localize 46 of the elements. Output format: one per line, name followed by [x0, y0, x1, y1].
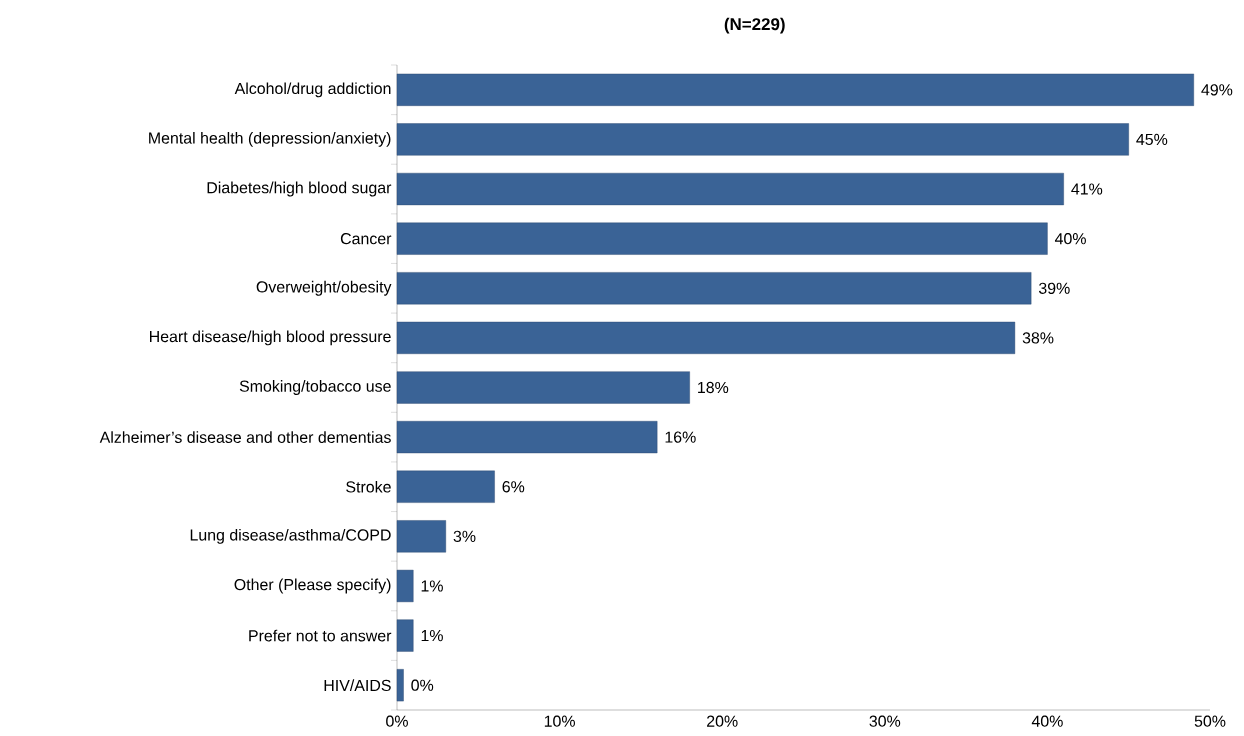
- y-tick-label: Other (Please specify): [234, 578, 391, 594]
- bar: [396, 172, 1064, 206]
- y-tick-label: Mental health (depression/anxiety): [149, 132, 391, 147]
- data-label: 49%: [1201, 84, 1233, 96]
- y-tick-label: Alzheimer’s disease and other dementias: [99, 431, 391, 443]
- y-tick-label: Alcohol/drug addiction: [234, 82, 391, 98]
- x-tick-label: 10%: [544, 715, 575, 727]
- y-tick-label: Diabetes/high blood sugar: [207, 181, 392, 197]
- data-label: 18%: [698, 381, 729, 394]
- data-label: 41%: [1071, 183, 1103, 195]
- data-label: 6%: [502, 481, 525, 493]
- data-label: 16%: [665, 431, 696, 443]
- bar: [396, 371, 690, 404]
- data-label: 1%: [421, 580, 443, 592]
- y-tick-label: Stroke: [346, 480, 391, 493]
- x-tick-label: 20%: [707, 715, 738, 727]
- bar: [396, 470, 495, 503]
- data-label: 40%: [1054, 233, 1086, 245]
- bar: [396, 123, 1129, 156]
- bar: [396, 73, 1194, 106]
- y-tick-label: Heart disease/high blood pressure: [150, 330, 391, 346]
- data-label: 38%: [1022, 332, 1054, 344]
- bar: [396, 421, 658, 454]
- x-tick-label: 50%: [1194, 715, 1226, 727]
- bar: [396, 569, 414, 603]
- data-label: 0%: [411, 679, 434, 691]
- bar: [396, 619, 414, 652]
- y-tick-label: Lung disease/asthma/COPD: [190, 528, 391, 544]
- bar: [396, 222, 1048, 255]
- data-label: 39%: [1038, 282, 1070, 294]
- data-label: 1%: [421, 630, 443, 642]
- x-tick-label: 40%: [1031, 715, 1063, 727]
- y-tick-label: HIV/AIDS: [324, 679, 391, 692]
- chart-title: (N=229): [724, 17, 785, 34]
- data-label: 3%: [453, 530, 476, 542]
- bar: [396, 321, 1016, 354]
- y-tick-label: Smoking/tobacco use: [239, 380, 391, 395]
- bar: [396, 669, 404, 702]
- x-tick-label: 30%: [869, 715, 901, 727]
- y-tick-label: Prefer not to answer: [249, 629, 392, 642]
- data-label: 45%: [1136, 133, 1168, 146]
- x-tick-label: 0%: [386, 715, 408, 727]
- bar: [396, 272, 1032, 305]
- y-tick-label: Cancer: [340, 233, 392, 245]
- bar: [396, 520, 446, 553]
- y-tick-label: Overweight/obesity: [256, 280, 392, 296]
